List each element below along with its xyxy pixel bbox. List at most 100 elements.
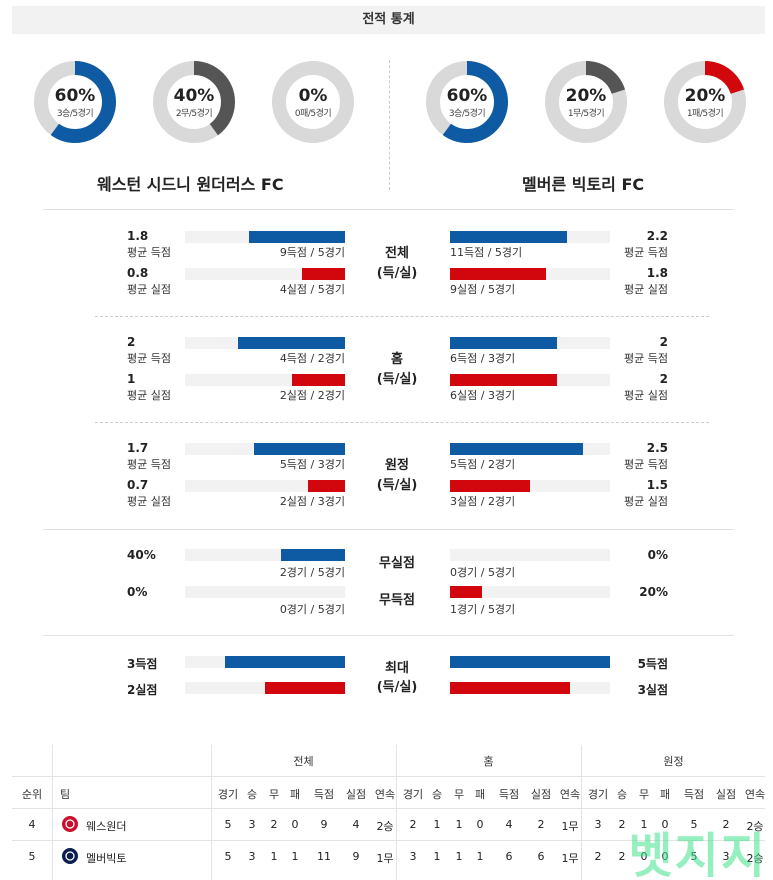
section-sublabel: (득/실) [376, 478, 418, 493]
stat-bar-track [450, 586, 610, 598]
stat-cell: 0 [291, 818, 299, 831]
avg-goals-value: 2 [127, 335, 136, 349]
max-goals-left: 3득점 [127, 657, 158, 671]
avg-conceded-label: 평균 실점 [624, 495, 668, 508]
stat-cell: 6 [537, 850, 545, 863]
stat-cell: 4 [352, 818, 360, 831]
team-logo-icon [62, 848, 78, 864]
table-group-header: 홈 [483, 755, 494, 768]
conceded-record: 4실점 / 5경기 [279, 283, 345, 296]
goals-record: 11득점 / 5경기 [450, 246, 523, 259]
stat-cell: 2 [409, 818, 417, 831]
table-column-header: 득점 [313, 788, 335, 801]
section-divider [43, 529, 734, 530]
stat-bar-track [185, 337, 345, 349]
stat-cell: 3 [409, 850, 417, 863]
result-donut: 60% 3승/5경기 [33, 60, 117, 144]
table-group-header: 원정 [663, 755, 684, 768]
stat-cell: 1무 [561, 820, 579, 833]
stat-bar-fill [265, 682, 345, 694]
avg-conceded-label: 평균 실점 [127, 389, 171, 402]
section-label: 홈 [391, 352, 403, 367]
stat-bar-fill [254, 443, 345, 455]
stat-bar-fill [450, 337, 557, 349]
team-crest-icon [65, 819, 75, 829]
section-label: 원정 [385, 458, 409, 473]
stat-bar-fill [249, 231, 345, 243]
donut-ring [426, 61, 508, 143]
team-header: 팀 [60, 788, 71, 801]
stat-bar-track [185, 374, 345, 386]
table-group-header: 전체 [293, 755, 314, 768]
table-column-header: 승 [616, 788, 628, 801]
stat-cell: 2 [618, 818, 626, 831]
stat-bar-track [185, 586, 345, 598]
stat-cell: 0 [661, 850, 669, 863]
stat-bar-track [185, 682, 345, 694]
donut-ring [664, 61, 746, 143]
stat-bar-fill [450, 268, 546, 280]
stat-bar-fill [450, 656, 610, 668]
team-cell: 멜버빅토 [86, 852, 127, 865]
team-cell: 웨스원더 [86, 820, 127, 833]
noscore-left-value: 0% [127, 585, 148, 599]
avg-goals-label: 평균 득점 [624, 352, 668, 365]
table-column-header: 실점 [715, 788, 737, 801]
donut-record: 3승/5경기 [448, 109, 486, 119]
table-column-header: 경기 [402, 788, 424, 801]
table-column-header: 승 [246, 788, 258, 801]
stat-cell: 2 [594, 850, 602, 863]
team-divider [389, 60, 390, 190]
stat-cell: 0 [476, 818, 484, 831]
result-donut: 60% 3승/5경기 [425, 60, 509, 144]
table-border [12, 808, 765, 809]
table-column-header: 패 [289, 788, 301, 801]
avg-goals-label: 평균 득점 [624, 458, 668, 471]
team-name-left: 웨스턴 시드니 원더러스 FC [97, 175, 284, 194]
stat-cell: 5 [224, 850, 232, 863]
stat-cell: 2 [537, 818, 545, 831]
stat-bar-track [450, 480, 610, 492]
table-column-header: 무 [268, 788, 280, 801]
stat-cell: 3 [722, 850, 730, 863]
max-label: 최대 [385, 661, 409, 676]
donut-record: 0패/5경기 [294, 109, 332, 119]
conceded-record: 3실점 / 2경기 [450, 495, 516, 508]
section-divider [95, 422, 709, 423]
table-column-header: 무 [453, 788, 465, 801]
donut-record: 1무/5경기 [567, 109, 605, 119]
stat-cell: 2 [722, 818, 730, 831]
conceded-record: 9실점 / 5경기 [450, 283, 516, 296]
team-logo-icon [62, 816, 78, 832]
table-column-header: 득점 [498, 788, 520, 801]
avg-conceded-value: 1 [127, 372, 136, 386]
avg-goals-value: 2 [659, 335, 668, 349]
donut-track [272, 61, 354, 143]
stat-bar-track [450, 231, 610, 243]
table-column-header: 연속 [744, 788, 766, 801]
avg-goals-label: 평균 득점 [127, 352, 171, 365]
donut-ring [153, 61, 235, 143]
stat-cell: 1무 [561, 852, 579, 865]
stat-cell: 5 [690, 818, 698, 831]
donut-percent: 60% [446, 86, 488, 106]
table-column-header: 득점 [683, 788, 705, 801]
max-goals-right: 5득점 [637, 657, 668, 671]
table-column-header: 경기 [587, 788, 609, 801]
stat-bar-track [450, 268, 610, 280]
cleansheet-right-record: 0경기 / 5경기 [450, 566, 516, 579]
result-donut: 40% 2무/5경기 [152, 60, 236, 144]
stat-cell: 5 [690, 850, 698, 863]
stat-cell: 1 [433, 818, 441, 831]
donut-percent: 20% [565, 86, 607, 106]
table-border [211, 745, 212, 880]
donut-arc [153, 61, 235, 143]
avg-goals-label: 평균 득점 [624, 246, 668, 259]
donut-record: 3승/5경기 [56, 109, 94, 119]
stat-cell: 1 [291, 850, 299, 863]
section-divider [95, 316, 709, 317]
donut-percent: 60% [54, 86, 96, 106]
donut-percent: 40% [173, 86, 215, 106]
stat-bar-track [450, 656, 610, 668]
stat-bar-track [185, 480, 345, 492]
